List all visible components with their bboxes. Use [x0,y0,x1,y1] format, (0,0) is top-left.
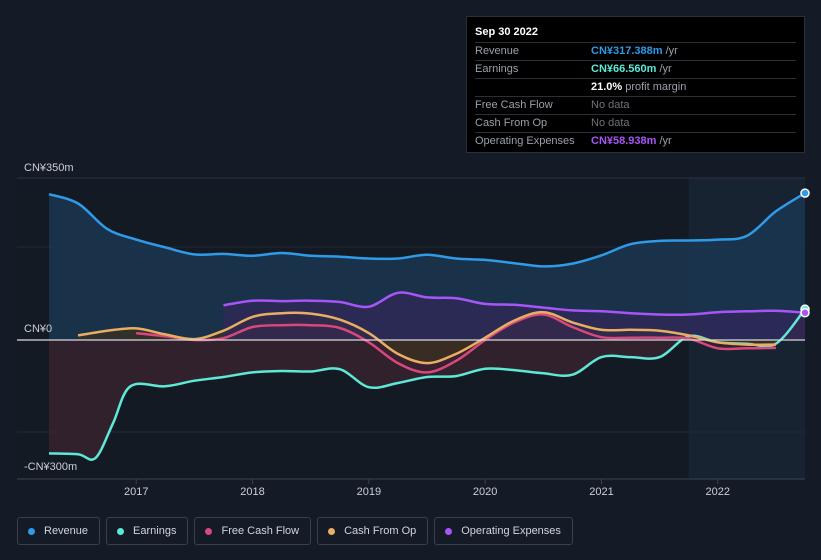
legend: Revenue Earnings Free Cash Flow Cash Fro… [17,517,573,545]
tooltip-label: Operating Expenses [475,135,575,147]
tooltip-row-cash-from-op: Cash From Op No data [475,115,796,133]
x-tick-label: 2022 [706,486,730,498]
area-operating-expenses [223,292,805,340]
legend-item-operating-expenses[interactable]: Operating Expenses [434,517,573,545]
tooltip-value: CN¥66.560m [591,63,657,75]
x-tick-label: 2018 [240,486,264,498]
tooltip-nodata: No data [591,117,630,129]
tooltip-unit: profit margin [625,81,687,93]
y-label-zero: CN¥0 [24,323,52,335]
tooltip-row-revenue: Revenue CN¥317.388m /yr [475,43,796,61]
legend-label: Cash From Op [344,525,417,537]
tooltip-value: CN¥317.388m [591,45,663,57]
tooltip-label: Free Cash Flow [475,99,553,111]
tooltip-label [475,79,591,96]
tooltip-label: Revenue [475,45,520,57]
line-revenue [48,192,806,268]
tooltip-value: 21.0% [591,81,623,93]
x-tick-label: 2021 [589,486,613,498]
legend-dot-icon [328,527,336,535]
tooltip-unit: /yr [659,135,672,147]
x-tick-label: 2019 [357,486,381,498]
series-lines [48,192,806,461]
legend-label: Earnings [133,525,177,537]
tooltip-unit: /yr [659,63,672,75]
legend-item-cash-from-op[interactable]: Cash From Op [317,517,429,545]
legend-dot-icon [445,527,453,535]
tooltip-label: Earnings [475,63,519,75]
endpoint-operating-expenses [800,307,810,318]
line-free-cash-flow [136,313,776,374]
x-axis-ticks: 2017 2018 2019 2020 2021 2022 [124,479,730,498]
tooltip-row-free-cash-flow: Free Cash Flow No data [475,97,796,115]
legend-item-free-cash-flow[interactable]: Free Cash Flow [194,517,312,545]
line-cash-from-op [77,310,776,365]
tooltip-row-profit-margin: 21.0% profit margin [475,79,796,97]
tooltip-row-operating-expenses: Operating Expenses CN¥58.938m /yr [475,133,796,150]
tooltip-nodata: No data [591,99,630,111]
x-tick-label: 2017 [124,486,148,498]
tooltip-unit: /yr [665,45,678,57]
line-earnings [48,308,806,461]
line-operating-expenses [223,291,806,317]
y-label-bottom: -CN¥300m [24,461,77,473]
legend-label: Operating Expenses [461,525,561,537]
tooltip-date: Sep 30 2022 [475,25,796,43]
legend-dot-icon [117,527,125,535]
series-endpoints [800,188,810,318]
tooltip-value: CN¥58.938m [591,135,657,147]
legend-dot-icon [205,527,213,535]
y-label-top: CN¥350m [24,162,74,174]
legend-item-earnings[interactable]: Earnings [106,517,189,545]
endpoint-revenue [800,188,810,198]
legend-item-revenue[interactable]: Revenue [17,517,101,545]
tooltip-row-earnings: Earnings CN¥66.560m /yr [475,61,796,79]
x-tick-label: 2020 [473,486,497,498]
legend-label: Free Cash Flow [221,525,300,537]
legend-label: Revenue [44,525,89,537]
legend-dot-icon [28,527,35,535]
area-earnings [49,309,805,460]
tooltip-label: Cash From Op [475,117,548,129]
hover-tooltip: Sep 30 2022 Revenue CN¥317.388m /yr Earn… [466,16,805,153]
